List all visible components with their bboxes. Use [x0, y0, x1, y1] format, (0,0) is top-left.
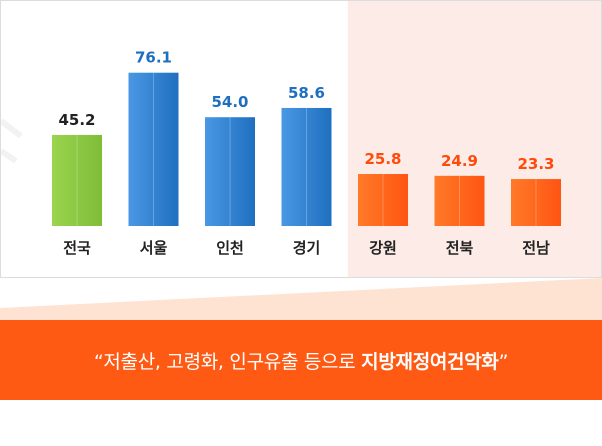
category-label: 전국	[63, 239, 91, 257]
category-label: 전북	[446, 239, 474, 257]
bar-5	[358, 174, 408, 226]
banner-background	[0, 278, 602, 400]
category-label: 서울	[140, 239, 168, 257]
summary-banner: “저출산, 고령화, 인구유출 등으로 지방재정여건악화”	[0, 320, 602, 400]
value-label: 58.6	[288, 84, 325, 102]
banner-swoosh-shape	[0, 278, 602, 320]
value-label: 25.8	[364, 150, 401, 168]
value-label: 24.9	[441, 152, 478, 170]
category-label: 강원	[369, 239, 397, 257]
value-label: 23.3	[517, 155, 554, 173]
banner-text-plain: 저출산, 고령화, 인구유출 등으로	[103, 350, 362, 373]
bar-2	[128, 72, 179, 226]
bar-4	[281, 107, 332, 226]
category-label: 경기	[293, 239, 321, 257]
banner-quote-open: “	[93, 350, 104, 373]
bar-1	[52, 134, 102, 226]
category-label: 인천	[216, 239, 244, 257]
bar-3	[205, 117, 255, 226]
bar-6	[434, 175, 485, 226]
value-label: 45.2	[58, 111, 95, 129]
banner-text: “저출산, 고령화, 인구유출 등으로 지방재정여건악화”	[93, 347, 509, 374]
bar-7	[511, 179, 561, 226]
highlighted-region-background	[347, 1, 601, 277]
value-label: 76.1	[135, 49, 172, 67]
banner-text-emphasis: 지방재정여건악화	[361, 350, 499, 373]
chart-panel: 45.2 76.1 54.0 58.6 25.8 24.9 23.3 전국 서울 인천 경기 강원 전…	[0, 0, 602, 278]
value-label: 54.0	[211, 93, 248, 111]
decoration-stroke	[1, 148, 18, 164]
category-label: 전남	[522, 239, 550, 257]
bar-chart: 45.2 76.1 54.0 58.6 25.8 24.9 23.3 전국 서울 인천 경기 강원 전…	[1, 1, 601, 277]
banner-band	[0, 320, 602, 400]
decoration-stroke	[1, 118, 23, 139]
banner-quote-close: ”	[498, 350, 509, 373]
